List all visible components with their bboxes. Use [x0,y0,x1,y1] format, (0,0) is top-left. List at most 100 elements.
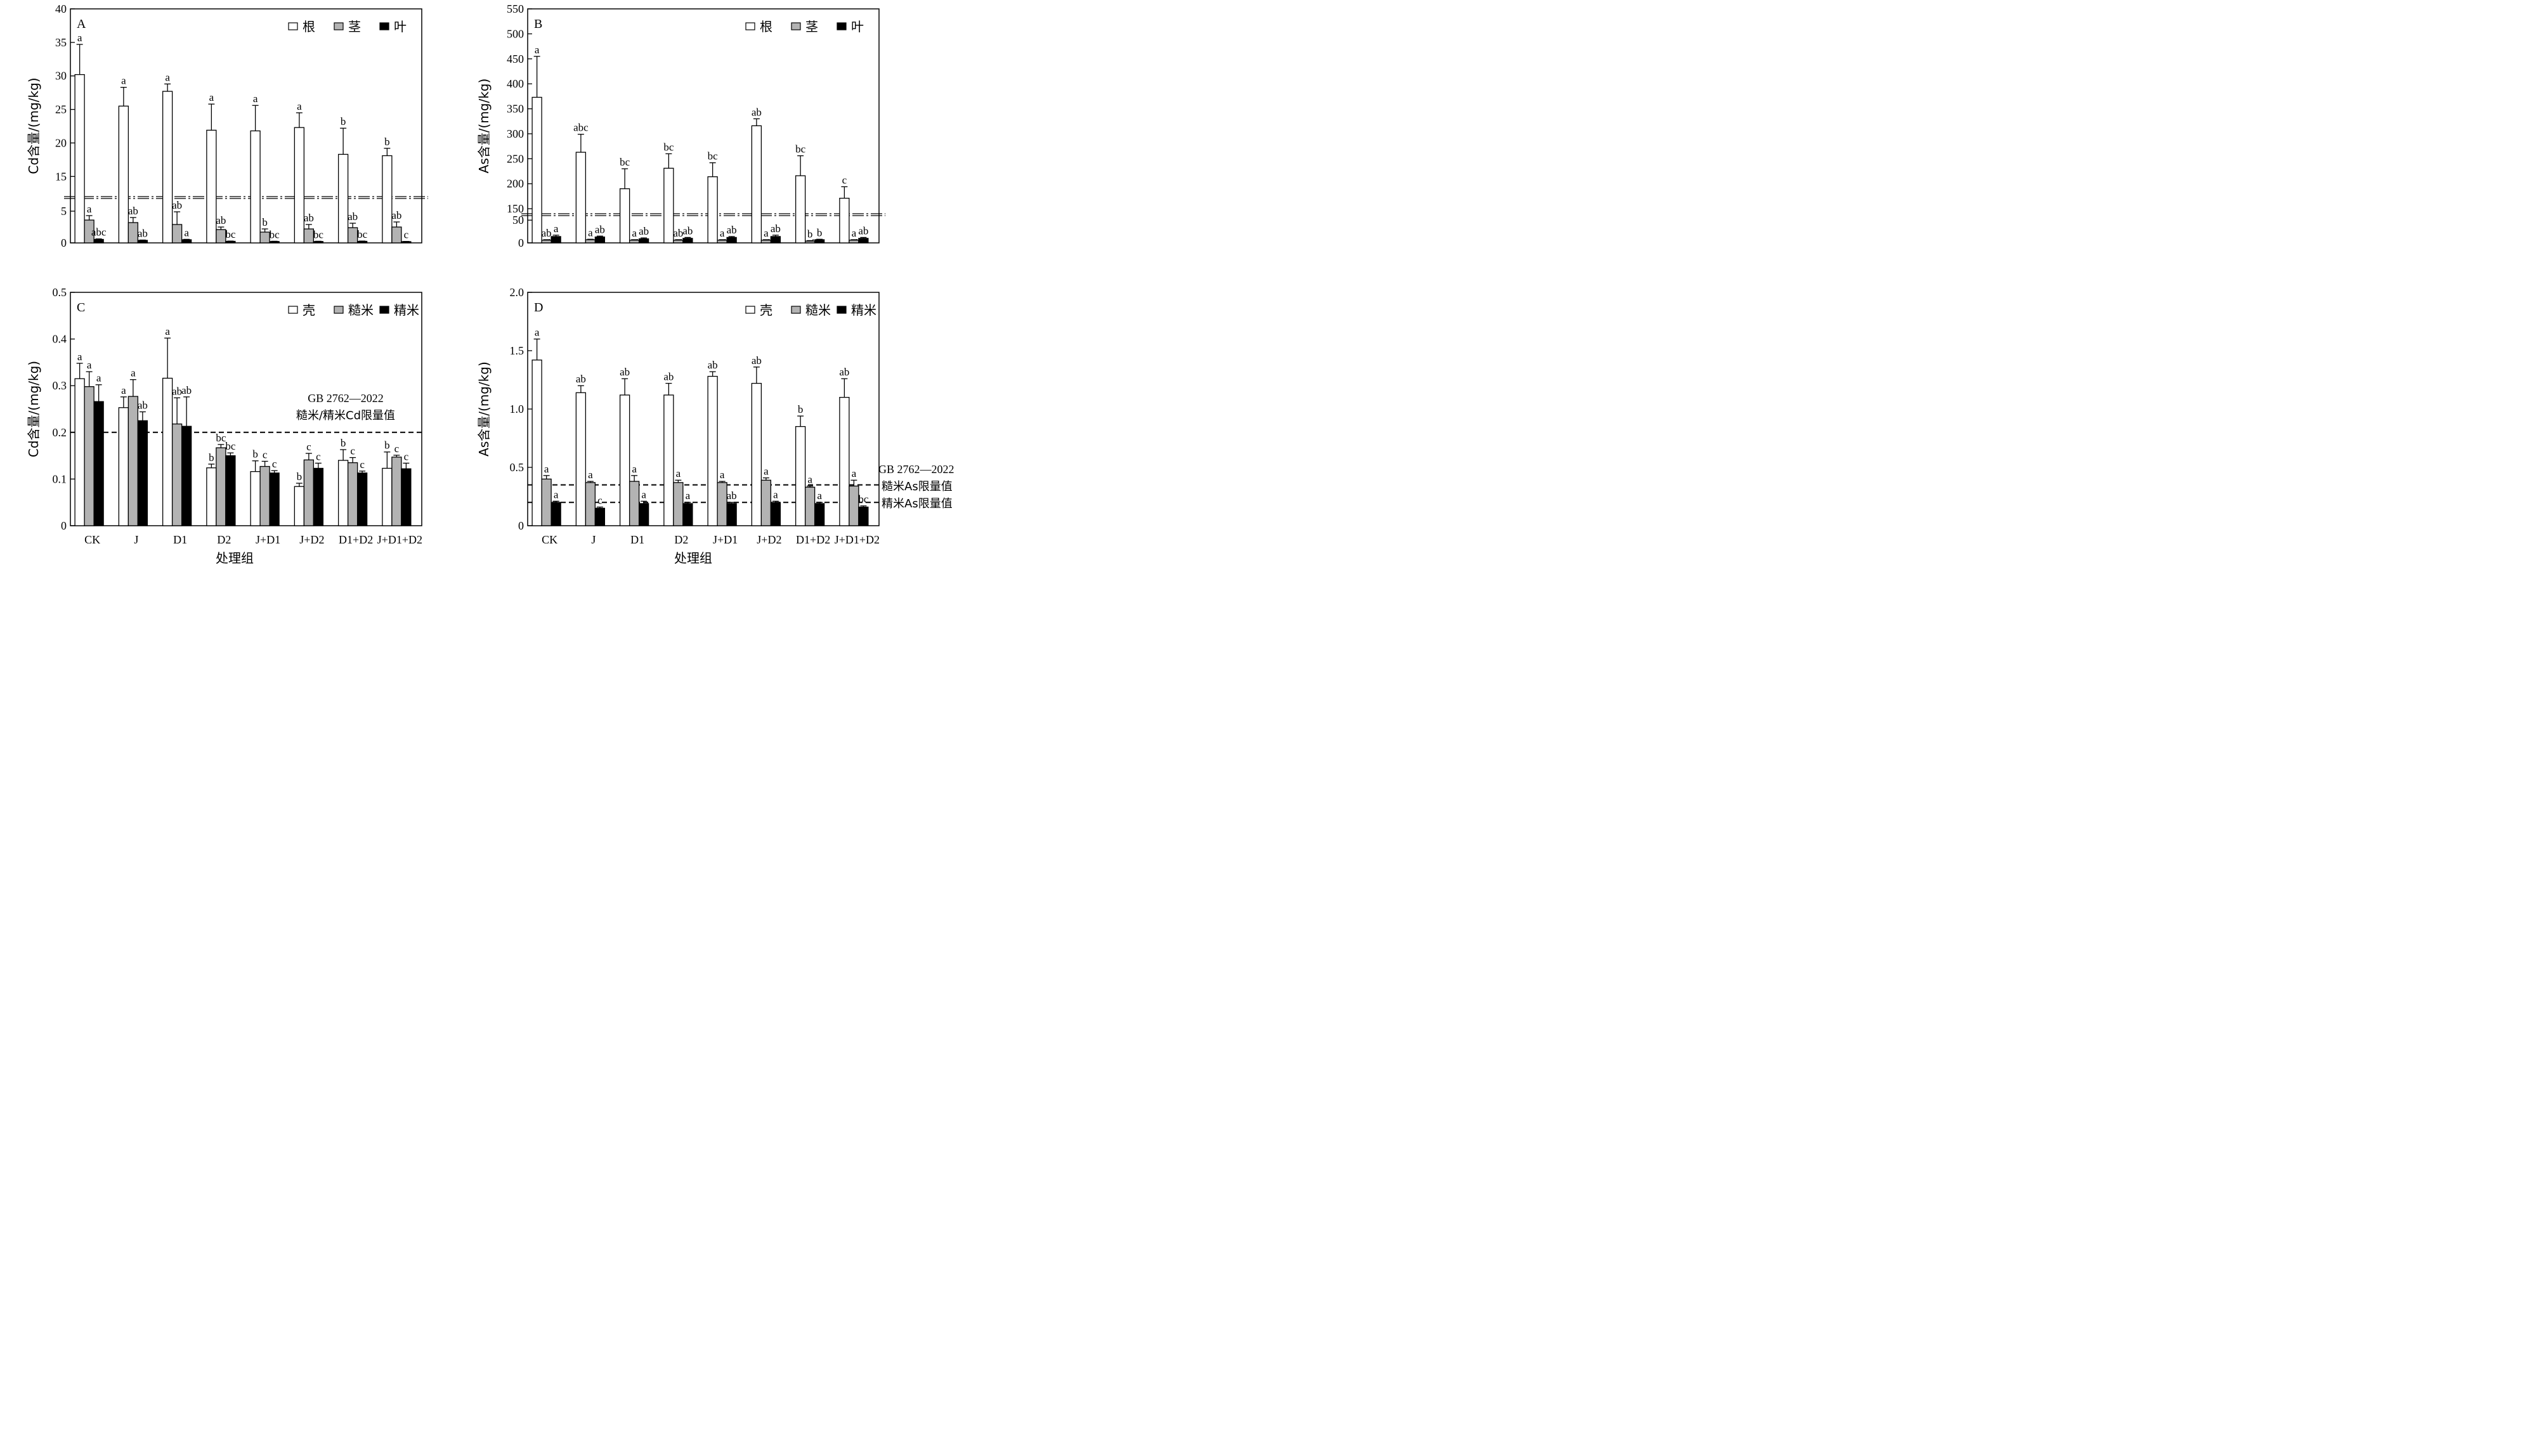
significance-label: c [404,229,409,241]
significance-label: ab [595,223,605,235]
significance-label: ab [727,490,737,502]
significance-label: a [588,226,593,238]
bar [594,237,606,244]
bar [575,152,587,244]
significance-label: a [535,44,540,56]
bar [663,394,674,526]
y-axis-title: Cd含量/(mg/kg) [26,361,41,457]
y-tick-label: 1.0 [510,403,524,415]
bar [382,467,393,526]
y-axis-title: Cd含量/(mg/kg) [26,77,41,174]
bar [638,238,649,244]
significance-label: a [817,490,822,502]
bar [760,240,772,244]
y-tick-label: 250 [507,152,524,165]
bar [858,506,869,526]
significance-label: ab [216,214,226,226]
y-tick-label: 1.5 [510,344,524,357]
bar [707,176,718,244]
significance-label: b [297,471,303,483]
significance-label: b [384,439,390,452]
significance-label: bc [225,440,236,452]
bar [74,378,85,526]
bar [162,91,173,244]
significance-label: a [632,463,637,475]
significance-label: ab [172,199,182,211]
y-tick-label: 350 [507,103,524,115]
y-axis-title: As含量/(mg/kg) [476,361,492,457]
significance-label: b [384,136,390,148]
bar [682,238,693,244]
x-axis-title-right: 处理组 [674,550,712,566]
y-tick-label: 35 [55,36,67,49]
significance-label: c [272,458,277,470]
significance-label: a [184,226,189,238]
legend-label: 叶 [394,19,407,34]
bar [575,392,587,526]
significance-label: a [121,384,126,396]
legend-label: 根 [760,19,772,34]
bar [337,460,349,526]
legend-swatch [288,306,298,314]
bar [804,240,816,244]
x-tick-label: J+D2 [299,533,324,546]
y-tick-label: 550 [507,3,524,15]
bar [181,239,192,244]
significance-label: a [641,488,646,500]
y-tick-label: 0 [61,519,67,532]
limit-annotation: 糙米/精米Cd限量值 [296,409,395,422]
significance-label: bc [313,228,324,240]
bar [269,241,280,244]
significance-label: a [131,367,136,379]
legend-swatch [837,22,847,30]
significance-label: b [807,228,813,240]
significance-label: ab [727,224,737,236]
bar [585,239,596,244]
significance-label: b [817,226,823,238]
bar [541,240,552,244]
significance-label: a [554,223,559,235]
bar [225,240,236,244]
x-tick-label: D1+D2 [339,533,373,546]
bar [313,467,324,526]
legend-label: 茎 [348,19,361,34]
y-tick-label: 0 [518,519,524,532]
y-tick-label: 0.1 [53,472,67,485]
bar [629,240,640,244]
significance-label: bc [225,228,236,240]
significance-label: ab [542,227,552,239]
significance-label: b [798,403,804,415]
x-tick-label: J+D2 [757,533,781,546]
bar [673,482,684,526]
bar [550,502,561,526]
x-tick-label: J+D1+D2 [377,533,422,546]
significance-label: a [96,372,101,384]
bar [216,447,226,526]
bar [206,467,217,526]
significance-label: a [77,351,82,363]
bar [127,222,139,244]
bar [619,188,630,244]
bar [206,129,217,244]
x-tick-label: J+D1+D2 [835,533,880,546]
bar [726,237,737,244]
significance-label: c [316,450,321,462]
significance-label: ab [708,359,718,371]
significance-label: ab [128,205,138,217]
significance-label: c [842,174,847,186]
bar [726,503,737,526]
bar [594,507,606,526]
y-tick-label: 0 [518,237,524,249]
significance-label: b [209,452,214,464]
significance-label: ab [752,354,762,367]
significance-label: ab [348,211,358,223]
x-tick-label: D1 [173,533,187,546]
significance-label: c [263,448,268,460]
y-tick-label: 150 [507,202,524,215]
significance-label: abc [91,226,107,238]
bar [181,426,192,526]
bar [804,486,816,526]
significance-label: c [404,450,409,462]
bar [770,236,781,244]
y-tick-label: 500 [507,27,524,40]
